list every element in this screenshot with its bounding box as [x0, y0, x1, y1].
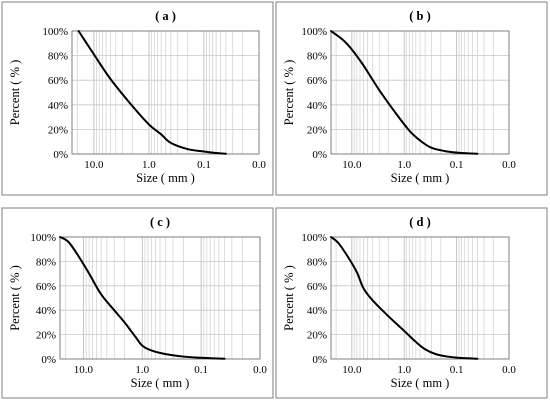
- y-tick-label: 40%: [307, 305, 327, 317]
- panel-frame: [275, 207, 548, 399]
- y-tick-label: 0%: [41, 354, 56, 366]
- chart-panel-2: 0% 20% 40% 60% 80% 100% 10.0 1.0 0.1 0.0 ( b ) Size…: [275, 1, 548, 196]
- x-tick-label: 1.0: [135, 364, 149, 376]
- y-tick-label: 40%: [36, 305, 56, 317]
- y-tick-label: 80%: [36, 256, 56, 268]
- y-tick-label: 40%: [307, 100, 327, 112]
- panel-frame: [275, 1, 548, 196]
- chart-panel-1: 0% 20% 40% 60% 80% 100% 10.0 1.0 0.1 0.0 ( a ) Size…: [1, 1, 274, 196]
- y-tick-label: 20%: [307, 330, 327, 342]
- y-tick-label: 20%: [36, 330, 56, 342]
- panel-title: ( b ): [409, 9, 431, 23]
- x-tick-label: 0.1: [450, 159, 464, 171]
- y-tick-label: 0%: [312, 354, 327, 366]
- y-tick-label: 80%: [307, 51, 327, 63]
- y-tick-label: 0%: [312, 149, 327, 161]
- y-tick-label: 100%: [301, 232, 327, 244]
- series-line-1: [77, 30, 227, 155]
- x-tick-label: 0.1: [194, 364, 208, 376]
- plot-area: [330, 30, 510, 155]
- y-axis-label: Percent ( % ): [8, 265, 22, 331]
- y-tick-label: 20%: [307, 124, 327, 136]
- x-tick-label: 1.0: [397, 364, 411, 376]
- y-tick-label: 60%: [307, 75, 327, 87]
- y-tick-label: 80%: [307, 256, 327, 268]
- x-tick-label: 0.0: [502, 364, 516, 376]
- x-tick-label: 10.0: [342, 364, 362, 376]
- y-tick-label: 80%: [48, 51, 68, 63]
- x-axis-label: Size ( mm ): [391, 171, 450, 185]
- y-tick-label: 40%: [48, 100, 68, 112]
- y-tick-label: 60%: [36, 281, 56, 293]
- x-tick-label: 0.1: [197, 159, 211, 171]
- y-tick-label: 60%: [307, 281, 327, 293]
- plot-area: [71, 30, 260, 155]
- chart-panel-4: 0% 20% 40% 60% 80% 100% 10.0 1.0 0.1 0.0 ( d ) Size…: [275, 207, 548, 399]
- panel-frame: [1, 1, 274, 196]
- x-tick-label: 10.0: [342, 159, 362, 171]
- y-axis-label: Percent ( % ): [282, 265, 296, 331]
- x-tick-label: 10.0: [84, 159, 104, 171]
- y-tick-label: 100%: [42, 26, 68, 38]
- y-tick-label: 100%: [301, 26, 327, 38]
- x-axis-label: Size ( mm ): [131, 376, 190, 390]
- y-axis-label: Percent ( % ): [8, 60, 22, 126]
- x-tick-label: 0.0: [502, 159, 516, 171]
- y-axis-label: Percent ( % ): [282, 60, 296, 126]
- series-line-1: [330, 30, 479, 155]
- chart-panel-3: 0% 20% 40% 60% 80% 100% 10.0 1.0 0.1 0.0 ( c ) Size…: [1, 207, 274, 399]
- panel-title: ( a ): [155, 9, 176, 23]
- panel-frame: [1, 207, 274, 399]
- y-tick-label: 20%: [48, 124, 68, 136]
- x-axis-label: Size ( mm ): [391, 376, 450, 390]
- plot-area: [59, 236, 261, 360]
- x-tick-label: 1.0: [397, 159, 411, 171]
- plot-area: [330, 236, 510, 360]
- panel-title: ( c ): [150, 215, 170, 229]
- x-tick-label: 1.0: [142, 159, 156, 171]
- y-tick-label: 0%: [53, 149, 68, 161]
- y-tick-label: 60%: [48, 75, 68, 87]
- series-line-1: [330, 236, 479, 360]
- x-axis-label: Size ( mm ): [136, 171, 195, 185]
- panel-title: ( d ): [409, 215, 431, 229]
- x-tick-label: 0.0: [253, 364, 267, 376]
- x-tick-label: 0.1: [450, 364, 464, 376]
- x-tick-label: 0.0: [252, 159, 266, 171]
- x-tick-label: 10.0: [74, 364, 94, 376]
- series-line-1: [59, 236, 226, 360]
- y-tick-label: 100%: [30, 232, 56, 244]
